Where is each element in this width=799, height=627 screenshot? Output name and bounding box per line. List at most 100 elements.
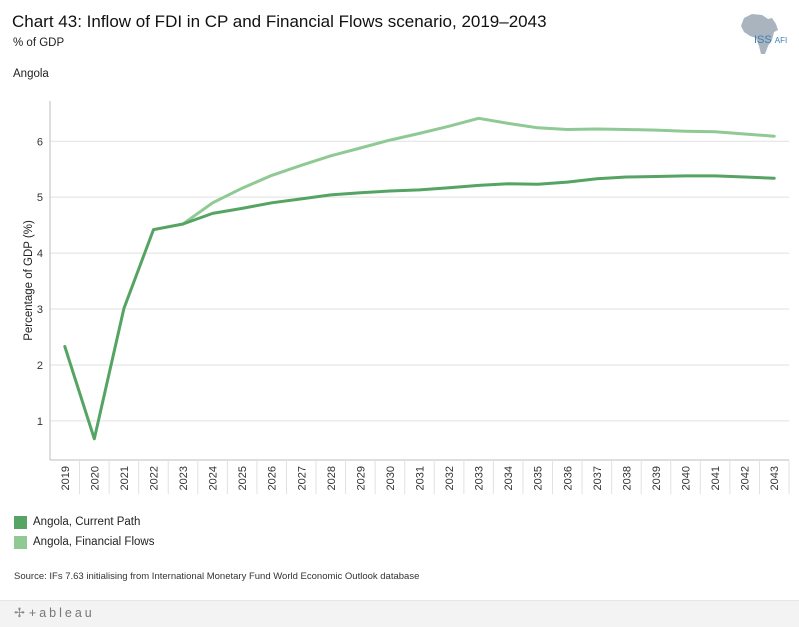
point-financial-flows-2026 xyxy=(270,174,273,177)
point-financial-flows-2042 xyxy=(743,132,746,136)
point-financial-flows-2030 xyxy=(388,138,392,142)
logo-sub-text: AFI xyxy=(774,36,788,45)
x-tick-label: 2023 xyxy=(178,466,190,490)
point-current-path-2022 xyxy=(152,228,155,231)
x-tick-label: 2043 xyxy=(769,466,781,490)
point-current-path-2033 xyxy=(477,184,480,187)
logo-text: ISS AFI xyxy=(754,34,787,46)
point-current-path-2027 xyxy=(300,197,303,201)
point-current-path-2035 xyxy=(536,183,539,186)
x-tick-label: 2030 xyxy=(385,466,397,490)
tableau-logo[interactable]: ✢ +ableau xyxy=(14,605,95,621)
y-tick-label: 2 xyxy=(37,360,43,372)
x-tick-label: 2025 xyxy=(237,466,249,490)
x-tick-label: 2022 xyxy=(148,466,160,490)
x-tick-label: 2029 xyxy=(355,466,367,490)
x-tick-label: 2031 xyxy=(415,466,427,490)
x-tick-label: 2026 xyxy=(267,466,279,490)
x-tick-label: 2035 xyxy=(533,466,545,490)
point-current-path-2040 xyxy=(684,174,687,178)
x-tick-label: 2034 xyxy=(503,466,515,490)
series-line-financial-flows xyxy=(181,116,776,226)
legend-item-financial-flows[interactable]: Angola, Financial Flows xyxy=(14,532,154,552)
point-current-path-2037 xyxy=(595,177,599,180)
point-financial-flows-2036 xyxy=(566,128,569,131)
tableau-mark-icon: ✢ xyxy=(14,605,25,620)
x-tick-label: 2041 xyxy=(710,466,722,490)
x-tick-label: 2020 xyxy=(89,466,101,490)
legend-item-current-path[interactable]: Angola, Current Path xyxy=(14,512,154,532)
y-tick-label: 6 xyxy=(37,136,43,148)
point-financial-flows-2027 xyxy=(300,164,303,167)
chart-title: Chart 43: Inflow of FDI in CP and Financ… xyxy=(12,12,547,31)
region-label: Angola xyxy=(13,68,49,80)
x-tick-label: 2039 xyxy=(651,466,663,490)
y-tick-label: 5 xyxy=(37,192,43,204)
point-current-path-2034 xyxy=(506,182,510,185)
legend-label-current-path: Angola, Current Path xyxy=(33,516,141,528)
point-financial-flows-2043 xyxy=(773,135,776,138)
point-financial-flows-2040 xyxy=(684,129,687,133)
point-current-path-2039 xyxy=(654,175,658,178)
y-axis-title: Percentage of GDP (%) xyxy=(23,220,35,341)
point-financial-flows-2035 xyxy=(536,126,539,130)
x-tick-label: 2027 xyxy=(296,466,308,490)
x-tick-label: 2037 xyxy=(592,466,604,490)
africa-map-icon xyxy=(741,14,778,54)
chart-subtitle: % of GDP xyxy=(13,37,65,49)
legend-swatch-financial-flows xyxy=(14,535,27,549)
point-current-path-2024 xyxy=(211,212,214,215)
x-tick-label: 2040 xyxy=(681,466,693,490)
point-financial-flows-2041 xyxy=(713,130,717,133)
point-financial-flows-2037 xyxy=(595,127,599,131)
y-tick-label: 1 xyxy=(37,416,43,428)
tableau-footer: ✢ +ableau xyxy=(0,600,799,627)
point-financial-flows-2029 xyxy=(359,146,362,150)
point-financial-flows-2025 xyxy=(240,187,244,190)
y-tick-label: 3 xyxy=(37,304,43,316)
point-financial-flows-2028 xyxy=(329,154,333,158)
point-current-path-2041 xyxy=(713,174,717,178)
x-tick-label: 2032 xyxy=(444,466,456,490)
point-financial-flows-2032 xyxy=(447,124,451,128)
x-tick-label: 2024 xyxy=(208,466,220,490)
x-tick-label: 2038 xyxy=(621,466,633,490)
x-tick-label: 2028 xyxy=(326,466,338,490)
point-financial-flows-2031 xyxy=(418,132,421,135)
x-tick-label: 2036 xyxy=(562,466,574,490)
point-current-path-2042 xyxy=(743,175,746,179)
logo-main-text: ISS xyxy=(754,34,772,46)
series-line-current-path xyxy=(63,174,776,441)
tableau-brand-text: +ableau xyxy=(28,606,95,620)
x-tick-label: 2042 xyxy=(740,466,752,490)
point-current-path-2020 xyxy=(93,437,96,440)
point-current-path-2023 xyxy=(181,222,185,226)
point-current-path-2031 xyxy=(418,188,421,192)
point-financial-flows-2024 xyxy=(211,201,214,204)
point-current-path-2028 xyxy=(329,193,333,197)
point-financial-flows-2038 xyxy=(625,128,628,131)
point-current-path-2030 xyxy=(388,189,392,193)
point-current-path-2032 xyxy=(447,186,451,189)
legend-swatch-current-path xyxy=(14,515,27,529)
x-tick-label: 2033 xyxy=(474,466,486,490)
x-tick-label: 2021 xyxy=(119,466,131,490)
point-financial-flows-2033 xyxy=(477,117,480,120)
point-current-path-2038 xyxy=(625,175,628,179)
line-chart: 1 2 3 4 5 6 2019 2020 2021 2022 2023 2024 2025 2026 20… xyxy=(23,101,790,494)
point-current-path-2021 xyxy=(122,307,126,310)
point-current-path-2019 xyxy=(63,345,66,348)
legend-label-financial-flows: Angola, Financial Flows xyxy=(33,536,155,548)
source-note: Source: IFs 7.63 initialising from Inter… xyxy=(14,571,420,582)
point-financial-flows-2034 xyxy=(506,122,510,125)
y-tick-label: 4 xyxy=(37,248,43,260)
legend: Angola, Current Path Angola, Financial F… xyxy=(14,512,154,552)
point-current-path-2043 xyxy=(773,176,776,180)
x-tick-label: 2019 xyxy=(60,466,72,490)
iss-africa-logo xyxy=(732,12,794,56)
point-current-path-2026 xyxy=(270,201,273,204)
point-current-path-2029 xyxy=(359,191,362,194)
point-current-path-2025 xyxy=(240,207,244,210)
point-financial-flows-2039 xyxy=(654,128,658,132)
point-current-path-2036 xyxy=(566,180,569,184)
